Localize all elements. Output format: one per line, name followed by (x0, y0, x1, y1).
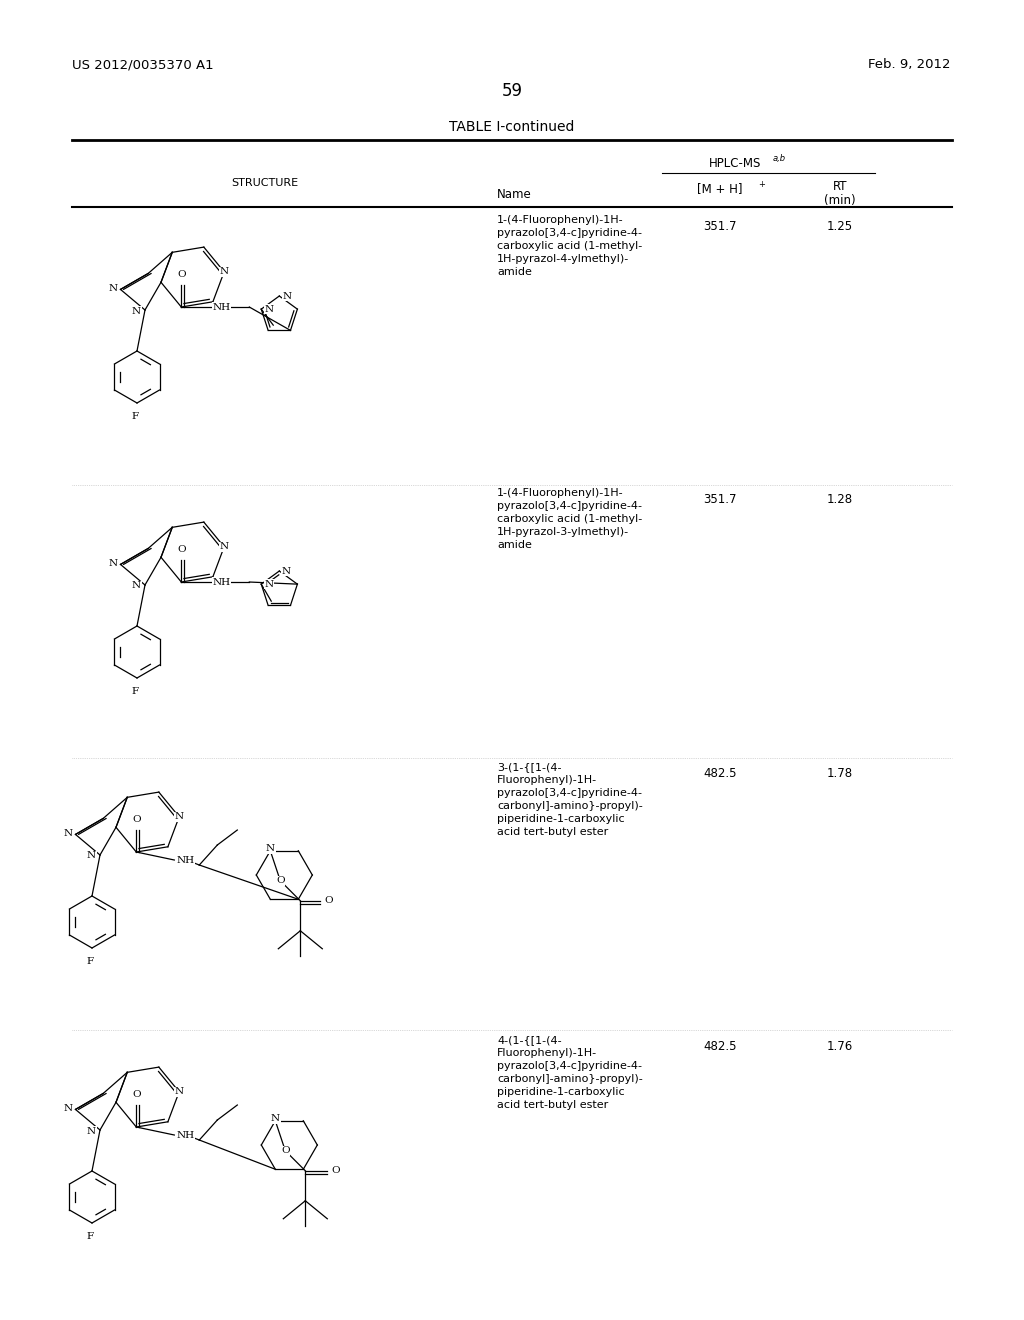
Text: STRUCTURE: STRUCTURE (231, 178, 299, 187)
Text: 482.5: 482.5 (703, 1040, 736, 1053)
Text: 1.76: 1.76 (826, 1040, 853, 1053)
Text: (min): (min) (824, 194, 856, 207)
Text: N: N (63, 829, 73, 838)
Text: N: N (109, 558, 118, 568)
Text: N: N (219, 543, 228, 552)
Text: 1H-pyrazol-4-ylmethyl)-: 1H-pyrazol-4-ylmethyl)- (497, 253, 630, 264)
Text: 4-(1-{[1-(4-: 4-(1-{[1-(4- (497, 1035, 561, 1045)
Text: N: N (174, 1088, 183, 1097)
Text: pyrazolo[3,4-c]pyridine-4-: pyrazolo[3,4-c]pyridine-4- (497, 1061, 642, 1071)
Text: NH: NH (176, 855, 195, 865)
Text: Fluorophenyl)-1H-: Fluorophenyl)-1H- (497, 775, 597, 785)
Text: 1.28: 1.28 (827, 492, 853, 506)
Text: 1-(4-Fluorophenyl)-1H-: 1-(4-Fluorophenyl)-1H- (497, 215, 624, 224)
Text: piperidine-1-carboxylic: piperidine-1-carboxylic (497, 814, 625, 824)
Text: acid tert-butyl ester: acid tert-butyl ester (497, 828, 608, 837)
Text: 3-(1-{[1-(4-: 3-(1-{[1-(4- (497, 762, 561, 772)
Text: TABLE I-continued: TABLE I-continued (450, 120, 574, 135)
Text: F: F (86, 957, 93, 966)
Text: N: N (266, 845, 274, 853)
Text: carbonyl]-amino}-propyl)-: carbonyl]-amino}-propyl)- (497, 801, 643, 810)
Text: +: + (758, 180, 765, 189)
Text: N: N (109, 284, 118, 293)
Text: NH: NH (212, 302, 230, 312)
Text: pyrazolo[3,4-c]pyridine-4-: pyrazolo[3,4-c]pyridine-4- (497, 228, 642, 238)
Text: 1.25: 1.25 (827, 220, 853, 234)
Text: carbonyl]-amino}-propyl)-: carbonyl]-amino}-propyl)- (497, 1074, 643, 1084)
Text: amide: amide (497, 267, 531, 277)
Text: 351.7: 351.7 (703, 492, 736, 506)
Text: carboxylic acid (1-methyl-: carboxylic acid (1-methyl- (497, 242, 642, 251)
Text: N: N (219, 268, 228, 276)
Text: N: N (264, 305, 273, 314)
Text: 1H-pyrazol-3-ylmethyl)-: 1H-pyrazol-3-ylmethyl)- (497, 527, 629, 537)
Text: acid tert-butyl ester: acid tert-butyl ester (497, 1100, 608, 1110)
Text: N: N (87, 851, 96, 861)
Text: Fluorophenyl)-1H-: Fluorophenyl)-1H- (497, 1048, 597, 1059)
Text: O: O (177, 271, 185, 279)
Text: N: N (63, 1104, 73, 1113)
Text: HPLC-MS: HPLC-MS (709, 157, 761, 170)
Text: O: O (276, 876, 285, 886)
Text: 1.78: 1.78 (827, 767, 853, 780)
Text: N: N (282, 566, 291, 576)
Text: N: N (132, 306, 141, 315)
Text: Name: Name (497, 187, 531, 201)
Text: RT: RT (833, 180, 847, 193)
Text: N: N (87, 1126, 96, 1135)
Text: O: O (324, 896, 333, 906)
Text: N: N (264, 579, 273, 589)
Text: F: F (86, 1232, 93, 1241)
Text: NH: NH (212, 578, 230, 586)
Text: N: N (270, 1114, 280, 1123)
Text: a,b: a,b (773, 154, 786, 162)
Text: F: F (131, 412, 138, 421)
Text: N: N (174, 812, 183, 821)
Text: piperidine-1-carboxylic: piperidine-1-carboxylic (497, 1086, 625, 1097)
Text: amide: amide (497, 540, 531, 550)
Text: O: O (132, 1090, 140, 1100)
Text: Feb. 9, 2012: Feb. 9, 2012 (867, 58, 950, 71)
Text: O: O (177, 545, 185, 554)
Text: 482.5: 482.5 (703, 767, 736, 780)
Text: carboxylic acid (1-methyl-: carboxylic acid (1-methyl- (497, 513, 642, 524)
Text: 351.7: 351.7 (703, 220, 736, 234)
Text: O: O (132, 814, 140, 824)
Text: N: N (283, 292, 292, 301)
Text: US 2012/0035370 A1: US 2012/0035370 A1 (72, 58, 214, 71)
Text: N: N (132, 582, 141, 590)
Text: 59: 59 (502, 82, 522, 100)
Text: pyrazolo[3,4-c]pyridine-4-: pyrazolo[3,4-c]pyridine-4- (497, 502, 642, 511)
Text: [M + H]: [M + H] (697, 182, 742, 195)
Text: O: O (281, 1146, 290, 1155)
Text: O: O (331, 1167, 340, 1175)
Text: NH: NH (176, 1130, 195, 1139)
Text: pyrazolo[3,4-c]pyridine-4-: pyrazolo[3,4-c]pyridine-4- (497, 788, 642, 799)
Text: 1-(4-Fluorophenyl)-1H-: 1-(4-Fluorophenyl)-1H- (497, 488, 624, 498)
Text: F: F (131, 686, 138, 696)
